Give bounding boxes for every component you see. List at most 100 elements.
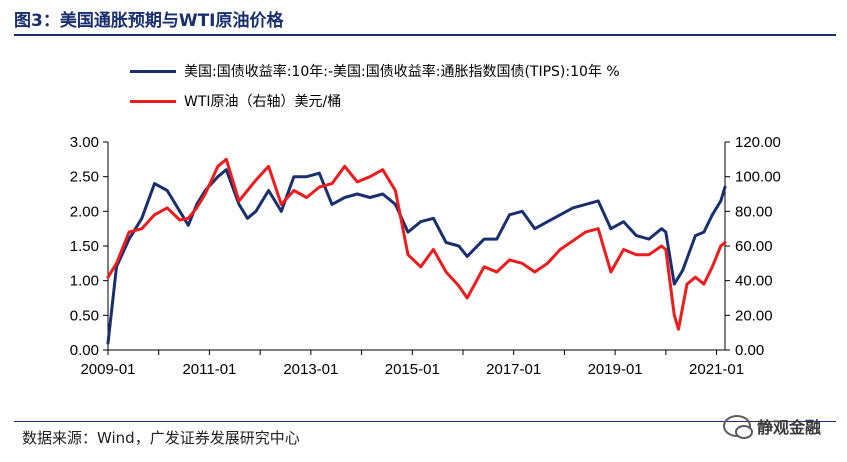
x-tick-label: 2017-01 — [486, 361, 541, 378]
source-rule — [14, 421, 836, 422]
y-left-tick-label: 2.00 — [70, 203, 99, 220]
y-right-tick-label: 60.00 — [735, 238, 773, 255]
series-point-breakeven — [106, 341, 110, 345]
series-point-wti — [216, 165, 220, 168]
series-point-breakeven — [178, 210, 182, 213]
series-point-breakeven — [280, 210, 283, 213]
series-point-breakeven — [127, 237, 131, 241]
series-point-breakeven — [318, 172, 321, 175]
legend-label-wti: WTI原油（右轴）美元/桶 — [184, 94, 342, 110]
series-point-breakeven — [546, 220, 549, 223]
series-point-breakeven — [723, 185, 727, 189]
series-point-wti — [685, 282, 689, 286]
series-point-wti — [597, 227, 600, 230]
series-point-wti — [330, 182, 334, 185]
series-point-wti — [178, 218, 182, 222]
series-point-wti — [406, 253, 410, 256]
series-point-breakeven — [406, 230, 410, 234]
y-right-tick-label: 100.00 — [735, 169, 781, 186]
series-point-wti — [444, 270, 448, 274]
series-point-breakeven — [292, 175, 296, 178]
legend-swatch-wti — [130, 99, 176, 103]
series-point-wti — [533, 270, 537, 274]
series-point-breakeven — [246, 217, 249, 220]
x-tick-label: 2015-01 — [385, 361, 440, 378]
series-point-breakeven — [719, 199, 722, 203]
series-point-wti — [237, 199, 241, 203]
y-left-tick-label: 0.00 — [70, 342, 99, 359]
series-point-wti — [677, 328, 680, 331]
series-point-wti — [673, 314, 676, 317]
series-point-wti — [368, 175, 372, 178]
y-left-tick-label: 3.00 — [70, 134, 99, 151]
y-right-tick-label: 20.00 — [735, 307, 773, 324]
series-point-wti — [140, 227, 144, 230]
series-point-wti — [664, 248, 668, 251]
series-point-wti — [127, 230, 131, 234]
series-point-breakeven — [254, 210, 258, 213]
series-point-wti — [482, 265, 486, 268]
series-point-wti — [719, 244, 722, 248]
series-point-breakeven — [694, 234, 697, 237]
series-point-wti — [305, 196, 308, 199]
series-line-breakeven — [106, 168, 727, 345]
series-point-breakeven — [216, 175, 220, 178]
series-point-wti — [635, 253, 638, 256]
series-point-wti — [495, 270, 498, 274]
series-point-wti — [165, 206, 169, 210]
watermark-text: 静观金融 — [756, 418, 821, 437]
series-point-breakeven — [711, 213, 714, 216]
series-point-breakeven — [664, 230, 668, 234]
series-point-breakeven — [305, 175, 308, 178]
series-point-wti — [660, 244, 663, 248]
series-point-wti — [246, 189, 249, 192]
source-note: 数据来源：Wind，广发证券发展研究中心 — [22, 429, 300, 447]
series-point-breakeven — [702, 230, 706, 234]
series-point-breakeven — [225, 168, 228, 171]
series-point-breakeven — [558, 213, 562, 216]
x-tick-label: 2021-01 — [689, 361, 744, 378]
figure-title: 图3：美国通胀预期与WTI原油价格 — [14, 11, 284, 31]
y-right-tick-label: 80.00 — [735, 203, 773, 220]
series-point-breakeven — [520, 210, 524, 213]
series-point-wti — [609, 270, 613, 274]
series-point-breakeven — [419, 220, 422, 223]
legend-swatch-breakeven — [130, 69, 176, 73]
series-point-wti — [195, 206, 198, 210]
series-point-wti — [419, 265, 422, 268]
y-right-tick-label: 40.00 — [735, 273, 773, 290]
series-point-wti — [153, 213, 156, 216]
title-rule — [14, 34, 836, 36]
series-point-breakeven — [466, 255, 469, 258]
series-point-wti — [106, 276, 110, 279]
y-left-tick-label: 1.50 — [70, 238, 99, 255]
series-point-breakeven — [165, 189, 169, 192]
series-point-breakeven — [394, 203, 397, 206]
series-line-wti — [106, 157, 727, 331]
series-point-wti — [546, 262, 549, 265]
series-point-breakeven — [635, 234, 638, 237]
x-tick-label: 2019-01 — [588, 361, 643, 378]
series-point-wti — [723, 241, 727, 244]
series-point-breakeven — [457, 244, 460, 248]
series-point-wti — [466, 296, 469, 300]
series-point-wti — [187, 217, 190, 220]
series-point-wti — [225, 158, 228, 161]
series-point-wti — [647, 253, 651, 256]
series-point-wti — [584, 230, 587, 234]
series-point-wti — [343, 165, 346, 168]
series-point-wti — [280, 203, 283, 206]
series-point-wti — [356, 180, 359, 184]
series-point-wti — [115, 262, 118, 265]
series-point-breakeven — [622, 220, 625, 223]
watermark: 静观金融 — [722, 414, 821, 439]
series-point-wti — [254, 178, 258, 182]
legend-label-breakeven: 美国:国债收益率:10年:-美国:国债收益率:通胀指数国债(TIPS):10年 … — [184, 64, 620, 80]
series-point-breakeven — [647, 237, 651, 241]
series-point-wti — [381, 168, 384, 171]
y-left-tick-label: 1.00 — [70, 273, 99, 290]
series-point-wti — [457, 284, 460, 288]
series-point-wti — [711, 265, 714, 268]
series-point-breakeven — [267, 189, 270, 192]
legend-entry-wti: WTI原油（右轴）美元/桶 — [130, 91, 341, 111]
